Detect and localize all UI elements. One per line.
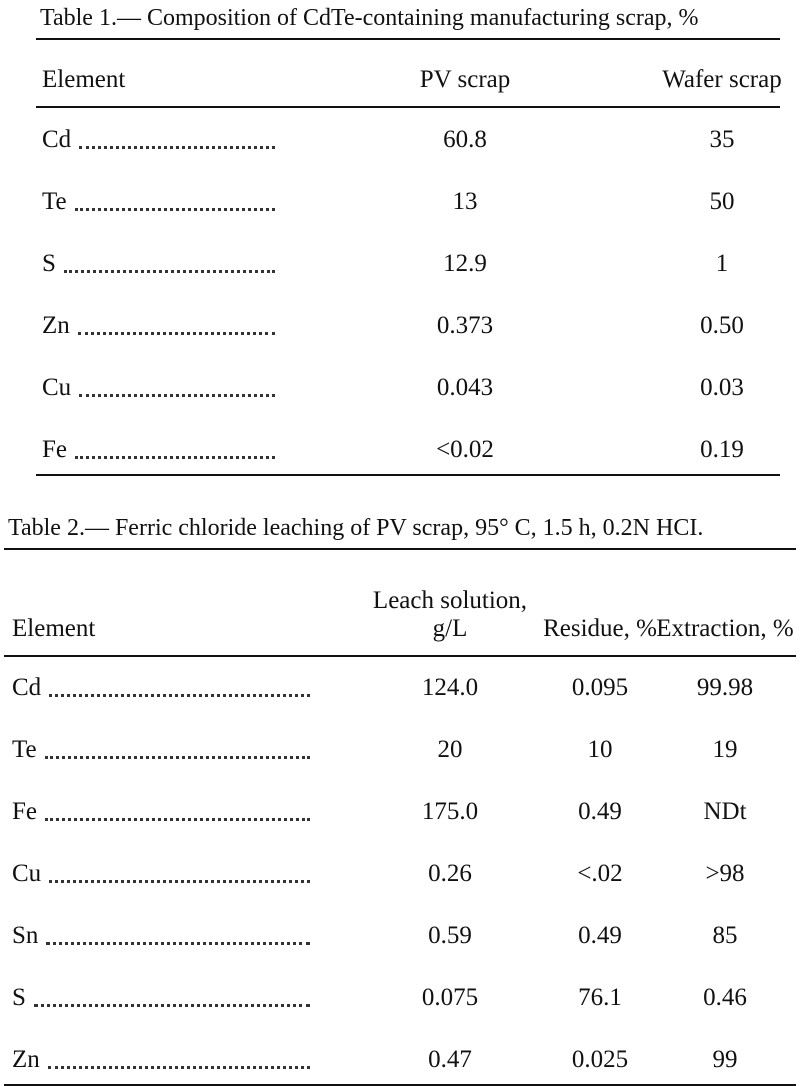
cell: 0.373: [436, 312, 494, 339]
row-label: Cu: [12, 860, 42, 887]
row-label: Cu: [42, 374, 72, 401]
row-label: S: [12, 984, 26, 1011]
column-header: Wafer scrap: [662, 66, 782, 93]
cell: 0.043: [436, 374, 494, 401]
row-label: Cd: [12, 674, 42, 701]
dot-leader: [75, 452, 275, 459]
rule: [36, 38, 780, 40]
cell: 0.49: [578, 922, 622, 949]
column-header: Element: [12, 615, 96, 642]
cell: <.02: [577, 860, 623, 887]
dot-leader: [64, 266, 275, 273]
column-header: PV scrap: [419, 66, 511, 93]
dot-leader: [78, 328, 275, 335]
table-title: Table 2.— Ferric chloride leaching of PV…: [8, 515, 704, 541]
table-title: Table 1.— Composition of CdTe-containing…: [40, 5, 699, 31]
cell: 35: [709, 126, 735, 153]
cell: 0.095: [571, 674, 629, 701]
cell: 0.59: [428, 922, 472, 949]
cell: 19: [712, 736, 738, 763]
cell: 20: [437, 736, 463, 763]
rule: [4, 655, 796, 657]
cell: 0.50: [700, 312, 744, 339]
cell: 85: [712, 922, 738, 949]
rule: [36, 474, 780, 476]
dot-leader: [48, 1062, 310, 1069]
row-label: Zn: [42, 312, 70, 339]
cell: 13: [452, 188, 478, 215]
row-label: S: [42, 250, 56, 277]
dot-leader: [46, 938, 310, 945]
column-header: Leach solution, g/L: [372, 587, 528, 642]
column-header: Extraction, %: [656, 615, 794, 642]
cell: >98: [705, 860, 745, 887]
cell: 175.0: [421, 798, 479, 825]
cell: 0.025: [571, 1046, 629, 1073]
cell: 0.19: [700, 436, 744, 463]
cell: 10: [587, 736, 613, 763]
cell: 0.46: [703, 984, 747, 1011]
row-label: Te: [42, 188, 67, 215]
cell: 0.26: [428, 860, 472, 887]
rule: [4, 1084, 796, 1086]
column-header: Residue, %: [543, 615, 657, 642]
row-label: Cd: [42, 126, 72, 153]
dot-leader: [79, 142, 275, 149]
cell: 0.03: [700, 374, 744, 401]
row-label: Zn: [12, 1046, 40, 1073]
cell: 1: [715, 250, 729, 277]
dot-leader: [75, 204, 275, 211]
row-label: Sn: [12, 922, 39, 949]
dot-leader: [34, 1000, 310, 1007]
rule: [4, 548, 796, 550]
cell: 0.49: [578, 798, 622, 825]
row-label: Fe: [12, 798, 37, 825]
cell: 0.075: [421, 984, 479, 1011]
dot-leader: [49, 876, 310, 883]
dot-leader: [45, 814, 310, 821]
dot-leader: [45, 752, 310, 759]
cell: 12.9: [443, 250, 487, 277]
cell: 76.1: [578, 984, 622, 1011]
cell: 124.0: [421, 674, 479, 701]
cell: 50: [709, 188, 735, 215]
rule: [36, 106, 780, 108]
cell: 0.47: [428, 1046, 472, 1073]
cell: 99: [712, 1046, 738, 1073]
row-label: Fe: [42, 436, 67, 463]
dot-leader: [79, 390, 275, 397]
cell: <0.02: [436, 436, 494, 463]
column-header: Element: [42, 66, 126, 93]
cell: NDt: [703, 798, 747, 825]
row-label: Te: [12, 736, 37, 763]
cell: 99.98: [696, 674, 754, 701]
cell: 60.8: [443, 126, 487, 153]
dot-leader: [49, 690, 310, 697]
